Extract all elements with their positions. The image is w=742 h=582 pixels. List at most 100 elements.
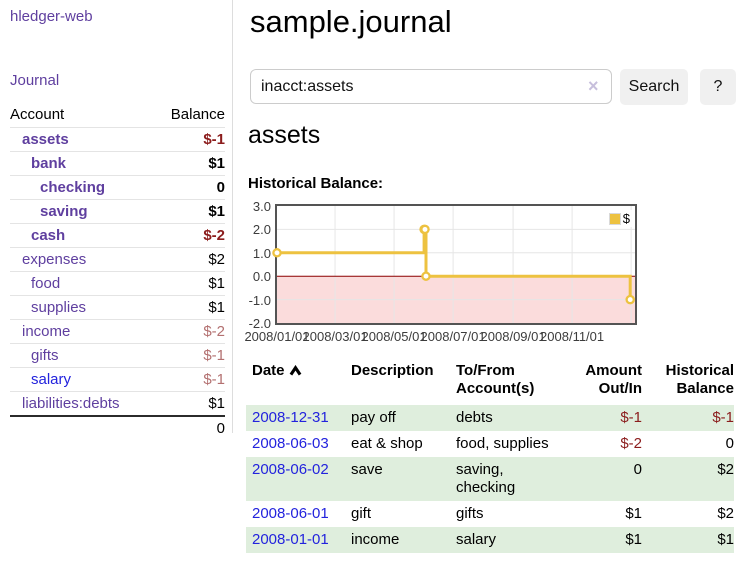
account-row: bank $1 <box>10 151 225 176</box>
transaction-date-cell: 2008-06-02 <box>246 457 345 501</box>
main-content: sample.journal × Search ? assets Histori… <box>244 0 742 582</box>
transaction-accounts: debts <box>456 409 493 426</box>
register-header-row: Date Description To/From Account(s) Amount… <box>246 360 734 405</box>
account-row: checking 0 <box>10 175 225 200</box>
transaction-date-cell: 2008-12-31 <box>246 405 345 431</box>
register-row: 2008-01-01 income salary $1 $1 <box>246 527 734 553</box>
y-tick-label: -1.0 <box>248 292 271 308</box>
transaction-date-link[interactable]: 2008-01-01 <box>252 531 329 548</box>
account-balance: $1 <box>153 295 225 320</box>
account-balance: $1 <box>153 271 225 296</box>
chart-plot-area: $ <box>272 204 637 325</box>
y-tick-label: 3.0 <box>252 199 271 214</box>
account-link-expenses[interactable]: expenses <box>22 251 87 268</box>
accounts-total-row: 0 <box>10 415 225 440</box>
transaction-description: pay off <box>351 409 396 426</box>
account-balance: $1 <box>153 199 225 224</box>
clear-search-icon[interactable]: × <box>588 76 599 96</box>
transaction-date-link[interactable]: 2008-06-02 <box>252 461 329 478</box>
transaction-date-link[interactable]: 2008-12-31 <box>252 409 329 426</box>
x-tick-label: 2008/07/01 <box>420 329 486 344</box>
register-row: 2008-06-03 eat & shop food, supplies $-2 0 <box>246 431 734 457</box>
data-point-marker <box>420 224 430 235</box>
transaction-date-link[interactable]: 2008-06-03 <box>252 435 329 452</box>
transaction-amount: $1 <box>625 531 642 548</box>
chevron-up-icon <box>289 364 302 376</box>
y-tick-label: 0.0 <box>252 269 271 285</box>
app-brand-link[interactable]: hledger-web <box>10 8 93 25</box>
account-balance: $-2 <box>153 319 225 344</box>
account-row: expenses $2 <box>10 247 225 272</box>
account-row: saving $1 <box>10 199 225 224</box>
historical-balance-chart: $ 3.0 2.0 1.0 0.0 -1.0 -2.0 2008/01/01 2008/03/… <box>244 198 742 346</box>
account-link-income[interactable]: income <box>22 323 71 340</box>
account-link-food[interactable]: food <box>31 275 61 292</box>
transaction-amount: $-2 <box>620 435 642 452</box>
account-balance: $-1 <box>153 343 225 368</box>
account-link-cash[interactable]: cash <box>31 227 66 244</box>
transaction-description: gift <box>351 505 372 522</box>
search-button[interactable]: Search <box>620 69 688 105</box>
account-link-gifts[interactable]: gifts <box>31 347 59 364</box>
register-row: 2008-12-31 pay off debts $-1 $-1 <box>246 405 734 431</box>
accounts-header-account: Account <box>10 106 65 123</box>
transaction-accounts: saving, checking <box>456 461 516 496</box>
transaction-balance: $-1 <box>712 409 734 426</box>
account-balance: $1 <box>153 391 225 416</box>
data-point-marker <box>272 248 282 258</box>
account-link-salary[interactable]: salary <box>31 371 72 388</box>
account-link-bank[interactable]: bank <box>31 155 67 172</box>
account-row: cash $-2 <box>10 223 225 248</box>
account-heading: assets <box>248 121 321 149</box>
accounts-header-row: Account Balance <box>10 103 225 128</box>
transaction-amount: $-1 <box>620 409 642 426</box>
y-tick-label: 1.0 <box>252 245 271 261</box>
account-row: assets $-1 <box>10 127 225 152</box>
chart-canvas <box>272 206 635 323</box>
register-header-description: Description <box>351 362 434 379</box>
register-table: Date Description To/From Account(s) Amount… <box>246 360 734 553</box>
transaction-date-link[interactable]: 2008-06-01 <box>252 505 329 522</box>
transaction-balance: $2 <box>717 505 734 522</box>
account-balance: $1 <box>153 151 225 176</box>
transaction-accounts: food, supplies <box>456 435 549 452</box>
transaction-balance: $1 <box>717 531 734 548</box>
accounts-table: Account Balance assets $-1 bank $1 checking 0… <box>10 103 225 440</box>
x-tick-label: 2008/09/01 <box>480 329 546 344</box>
chart-title: Historical Balance: <box>248 175 384 192</box>
account-balance: $-1 <box>153 367 225 392</box>
legend-label: $ <box>622 211 630 226</box>
account-row: food $1 <box>10 271 225 296</box>
transaction-date-cell: 2008-06-03 <box>246 431 345 457</box>
x-tick-label: 2008/05/01 <box>361 329 427 344</box>
y-tick-label: 2.0 <box>252 222 271 238</box>
transaction-description: save <box>351 461 383 478</box>
search-form: × Search ? <box>248 69 742 105</box>
account-link-checking[interactable]: checking <box>40 179 106 196</box>
data-point-marker <box>625 294 635 305</box>
sidebar-item-journal[interactable]: Journal <box>10 72 60 89</box>
account-balance: 0 <box>153 175 225 200</box>
accounts-total-spacer <box>10 415 154 440</box>
account-link-liabilities-debts[interactable]: liabilities:debts <box>22 395 120 412</box>
transaction-accounts: gifts <box>456 505 484 522</box>
accounts-header-balance: Balance <box>170 106 225 123</box>
search-input[interactable] <box>250 69 612 104</box>
sidebar: hledger-web Journal Account Balance asse… <box>0 0 233 440</box>
register-row: 2008-06-01 gift gifts $1 $2 <box>246 501 734 527</box>
account-link-saving[interactable]: saving <box>40 203 88 220</box>
transaction-date-cell: 2008-01-01 <box>246 527 345 553</box>
account-balance: $2 <box>153 247 225 272</box>
x-tick-label: 2008/11/01 <box>540 329 605 344</box>
account-link-supplies[interactable]: supplies <box>31 299 87 316</box>
x-tick-label: 2008/01/01 <box>244 329 310 344</box>
register-header-date[interactable]: Date <box>246 360 345 405</box>
account-row: gifts $-1 <box>10 343 225 368</box>
accounts-total-value: 0 <box>153 415 225 440</box>
page-title: sample.journal <box>250 4 452 39</box>
help-button[interactable]: ? <box>700 69 736 105</box>
account-link-assets[interactable]: assets <box>22 131 69 148</box>
register-row: 2008-06-02 save saving, checking 0 $2 <box>246 457 734 501</box>
data-point-marker <box>421 271 431 281</box>
account-row: supplies $1 <box>10 295 225 320</box>
